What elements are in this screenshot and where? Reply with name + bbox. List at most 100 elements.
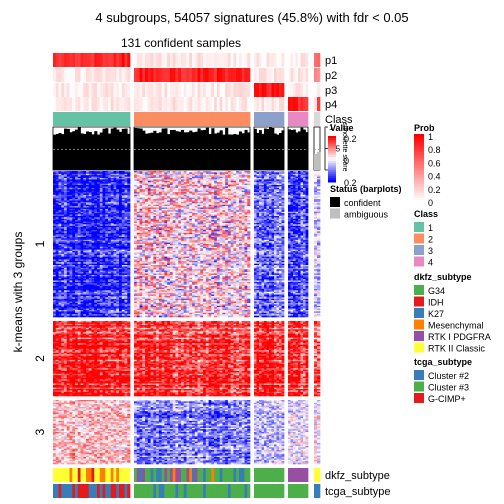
heatmap-cell (266, 183, 270, 186)
heatmap-cell (216, 210, 220, 213)
heatmap-cell (290, 235, 294, 238)
heatmap-cell (147, 186, 151, 189)
heatmap-cell (293, 197, 296, 200)
heatmap-cell (105, 207, 109, 210)
heatmap-cell (69, 227, 73, 229)
heatmap-cell (108, 210, 112, 213)
heatmap-cell (225, 171, 229, 173)
heatmap-cell (102, 176, 106, 179)
heatmap-cell (139, 214, 143, 217)
prob-cell (211, 83, 215, 97)
prob-cell (303, 97, 306, 111)
heatmap-cell (53, 189, 57, 191)
heatmap-cell (276, 182, 280, 184)
heatmap-cell (203, 220, 207, 222)
heatmap-cell (244, 221, 248, 224)
heatmap-cell (225, 190, 229, 193)
prob-cell (216, 97, 220, 111)
heatmap-cell (183, 221, 187, 224)
heatmap-cell (241, 227, 245, 229)
heatmap-cell (247, 183, 251, 186)
heatmap-cell (295, 199, 299, 201)
heatmap-cell (99, 182, 103, 184)
heatmap-cell (276, 236, 280, 239)
heatmap-cell (197, 173, 201, 176)
heatmap-cell (241, 229, 245, 232)
heatmap-cell (254, 222, 257, 225)
heatmap-cell (274, 208, 277, 211)
heatmap-cell (189, 182, 193, 184)
heatmap-cell (233, 172, 237, 175)
heatmap-cell (225, 236, 229, 239)
heatmap-cell (72, 236, 76, 239)
heatmap-cell (105, 173, 109, 176)
silhouette-bar (147, 133, 151, 170)
heatmap-cell (150, 215, 154, 218)
heatmap-cell (261, 220, 265, 222)
heatmap-cell (244, 208, 248, 211)
heatmap-cell (274, 201, 277, 204)
heatmap-cell (136, 235, 140, 238)
heatmap-cell (214, 225, 218, 228)
heatmap-cell (222, 221, 226, 224)
heatmap-cell (216, 221, 220, 224)
heatmap-cell (124, 213, 128, 215)
heatmap-cell (161, 201, 165, 204)
heatmap-cell (175, 221, 179, 224)
heatmap-cell (259, 199, 262, 201)
heatmap-cell (236, 221, 240, 224)
heatmap-cell (200, 206, 204, 208)
silhouette-bar (108, 133, 112, 170)
heatmap-cell (314, 175, 318, 177)
heatmap-cell (64, 220, 68, 222)
prob-cell (169, 83, 174, 97)
class-cell (58, 112, 62, 126)
heatmap-cell (236, 234, 240, 236)
heatmap-cell (254, 206, 257, 208)
heatmap-cell (222, 173, 226, 176)
heatmap-cell (230, 222, 234, 225)
heatmap-cell (303, 183, 306, 186)
heatmap-cell (121, 208, 125, 211)
heatmap-cell (236, 227, 240, 229)
heatmap-cell (230, 204, 234, 207)
heatmap-cell (227, 214, 232, 217)
prob-cell (161, 83, 165, 97)
heatmap-cell (153, 192, 157, 194)
heatmap-cell (200, 215, 204, 218)
heatmap-cell (264, 199, 267, 201)
heatmap-cell (91, 221, 95, 224)
heatmap-cell (99, 201, 103, 204)
heatmap-cell (75, 236, 79, 239)
heatmap-cell (216, 207, 220, 210)
heatmap-cell (72, 176, 76, 179)
heatmap-cell (203, 182, 207, 184)
heatmap-cell (58, 232, 62, 235)
heatmap-cell (113, 192, 117, 194)
heatmap-cell (161, 203, 165, 205)
heatmap-cell (110, 196, 114, 198)
heatmap-cell (279, 192, 282, 194)
heatmap-cell (134, 214, 138, 217)
heatmap-cell (194, 217, 198, 220)
heatmap-cell (127, 185, 131, 187)
heatmap-cell (189, 220, 193, 222)
heatmap-cell (72, 206, 76, 208)
prob-cell (105, 68, 109, 82)
heatmap-cell (91, 204, 95, 207)
heatmap-cell (266, 207, 270, 210)
heatmap-cell (86, 176, 90, 179)
prob-cell (119, 68, 123, 82)
heatmap-cell (127, 172, 131, 175)
heatmap-cell (238, 208, 243, 211)
heatmap-cell (244, 211, 248, 214)
heatmap-cell (75, 221, 79, 224)
heatmap-cell (230, 210, 234, 213)
heatmap-cell (288, 208, 291, 211)
heatmap-cell (295, 194, 299, 197)
heatmap-cell (69, 193, 73, 196)
heatmap-cell (186, 190, 190, 193)
prob-cell (222, 68, 226, 82)
heatmap-cell (94, 220, 98, 222)
heatmap-cell (142, 213, 146, 215)
